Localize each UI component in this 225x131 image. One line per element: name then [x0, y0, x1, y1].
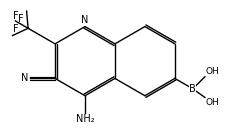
Text: OH: OH [205, 99, 219, 108]
Text: F: F [14, 24, 19, 34]
Text: F: F [13, 11, 18, 21]
Text: OH: OH [205, 67, 219, 76]
Text: N: N [81, 15, 88, 25]
Text: B: B [189, 84, 195, 94]
Text: N: N [21, 73, 29, 83]
Text: NH₂: NH₂ [75, 114, 94, 124]
Text: F: F [18, 14, 23, 24]
